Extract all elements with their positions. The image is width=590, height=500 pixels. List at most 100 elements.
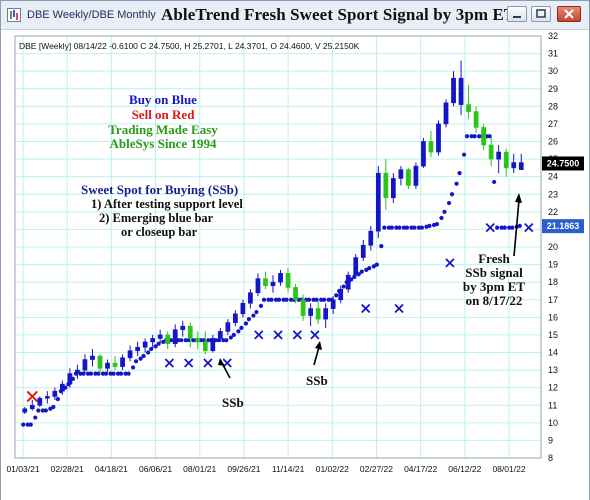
price-chart[interactable]: 8910111213141516171819202122232425262728… — [1, 30, 589, 500]
y-tick-label: 28 — [548, 101, 558, 111]
stop-dot — [111, 371, 116, 376]
stop-dot — [326, 297, 331, 302]
stop-dot — [153, 344, 158, 349]
candle-body — [210, 338, 216, 352]
stop-dot — [507, 225, 512, 230]
x-tick-label: 04/18/21 — [95, 464, 128, 474]
stop-dot — [93, 371, 98, 376]
candle-body — [390, 178, 396, 199]
candle-body — [187, 325, 193, 339]
stop-dot — [236, 329, 241, 334]
sweet-spot-line1: 1) After testing support level — [91, 197, 243, 211]
close-button[interactable] — [557, 6, 581, 22]
stop-price-value: 21.1863 — [547, 221, 580, 231]
sweet-spot-title: Sweet Spot for Buying (SSb) — [81, 182, 238, 197]
x-tick-label: 09/26/21 — [227, 464, 260, 474]
stop-dot — [454, 181, 459, 186]
candle-body — [308, 308, 313, 316]
stop-dot — [319, 297, 324, 302]
stop-dot — [382, 225, 387, 230]
maximize-button[interactable] — [531, 6, 551, 22]
candle-body — [225, 322, 231, 332]
sweet-spot-line3: or closeup bar — [121, 225, 198, 239]
y-tick-label: 16 — [548, 312, 558, 322]
stop-dot — [477, 134, 482, 139]
chart-app-icon — [7, 8, 21, 22]
sell-x-mark — [254, 330, 264, 340]
stop-dot — [487, 134, 492, 139]
candle-body — [255, 278, 261, 294]
stop-dot — [442, 209, 447, 214]
fresh-label-3: by 3pm ET — [463, 279, 525, 294]
fresh-label-4: on 8/17/22 — [466, 293, 523, 308]
candle-body — [518, 162, 524, 170]
stop-dot — [108, 371, 113, 376]
stop-dot — [464, 134, 470, 139]
stop-dot — [394, 225, 399, 230]
candle-body — [285, 273, 291, 288]
candle-body — [217, 331, 223, 339]
candle-body — [37, 397, 43, 406]
candle-body — [406, 169, 411, 186]
y-tick-label: 19 — [548, 260, 558, 270]
stop-dot — [243, 321, 249, 326]
stop-dot — [130, 365, 136, 370]
ssb-arrow-1 — [218, 358, 231, 379]
stop-dot — [206, 338, 211, 343]
y-tick-label: 22 — [548, 207, 558, 217]
y-tick-label: 32 — [548, 31, 558, 41]
stop-dot — [307, 297, 312, 302]
candle-body — [443, 102, 449, 125]
stop-dot — [389, 225, 394, 230]
stop-dot — [239, 325, 244, 330]
stop-dot — [427, 223, 432, 228]
stop-dot — [449, 192, 455, 197]
y-tick-label: 15 — [548, 330, 558, 340]
candle-body — [52, 390, 58, 397]
candle-body — [233, 313, 238, 323]
last-price-value: 24.7500 — [547, 158, 580, 168]
x-tick-label: 06/06/21 — [139, 464, 172, 474]
y-tick-label: 30 — [548, 66, 558, 76]
stop-dot — [123, 371, 128, 376]
stop-dot — [510, 225, 515, 230]
stop-dot — [404, 225, 409, 230]
chart-grid — [14, 35, 542, 459]
stop-dot — [43, 408, 48, 413]
y-tick-label: 24 — [548, 172, 558, 182]
stop-dot — [379, 244, 384, 249]
candle-body — [142, 341, 148, 348]
sell-x-mark — [445, 258, 455, 268]
stop-dot — [314, 297, 319, 302]
y-tick-label: 26 — [548, 137, 558, 147]
x-tick-label: 02/28/21 — [51, 464, 84, 474]
window-title: AbleTrend Fresh Sweet Sport Signal by 3p… — [161, 5, 516, 24]
sell-x-mark — [164, 358, 174, 368]
candle-body — [383, 172, 389, 199]
chart-tab-label[interactable]: DBE Weekly/DBE Monthly — [27, 9, 156, 21]
stop-dot — [495, 225, 500, 230]
sell-x-mark — [292, 330, 302, 340]
legend-sell: Sell on Red — [132, 107, 196, 122]
candle-body — [458, 77, 464, 105]
candle-body — [300, 299, 306, 316]
stop-dot — [469, 134, 474, 139]
stop-dot — [412, 225, 417, 230]
candle-body — [413, 165, 419, 186]
candle-body — [338, 288, 344, 301]
stop-dot — [322, 297, 327, 302]
stop-dot — [446, 200, 452, 206]
y-tick-label: 9 — [548, 435, 553, 445]
y-tick-label: 12 — [548, 383, 558, 393]
y-tick-label: 23 — [548, 189, 558, 199]
sweet-spot-line2: 2) Emerging blue bar — [99, 211, 214, 225]
minimize-button[interactable] — [507, 6, 527, 22]
candle-body — [421, 141, 426, 167]
stop-dot — [499, 225, 504, 230]
sell-x-mark — [273, 330, 283, 340]
plot-frame — [14, 35, 542, 459]
stop-dot — [288, 297, 294, 302]
stop-dot — [228, 335, 233, 340]
sell-signal-x — [26, 390, 38, 403]
